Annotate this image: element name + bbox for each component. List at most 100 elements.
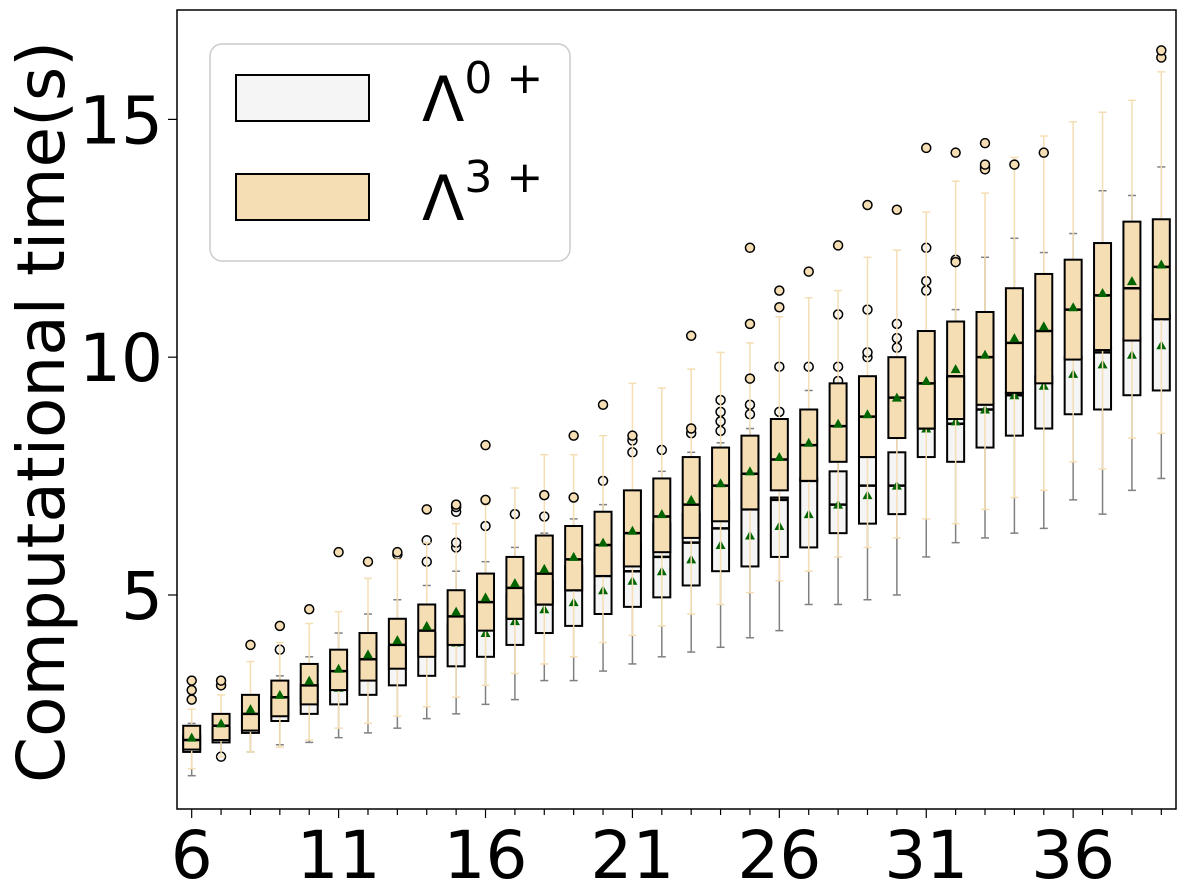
outlier-point xyxy=(744,242,756,254)
outlier-point xyxy=(774,301,785,313)
legend-swatch-lambda3 xyxy=(235,173,370,221)
mean-marker xyxy=(1097,287,1108,297)
mean-marker xyxy=(686,494,697,504)
box-lambda3-12 xyxy=(358,556,378,725)
legend: Λ0 + Λ3 + xyxy=(209,43,571,262)
box-lambda3-19 xyxy=(564,430,584,658)
outlier-point xyxy=(921,142,932,154)
mean-marker xyxy=(304,675,315,685)
box-lambda3-34 xyxy=(1004,156,1024,499)
legend-swatch-lambda0 xyxy=(235,74,370,122)
y-tick-label: 10 xyxy=(79,320,163,397)
x-tick-label: 26 xyxy=(737,817,821,894)
outlier-point xyxy=(245,639,256,651)
outlier-point xyxy=(862,199,873,211)
box-lambda3-35 xyxy=(1034,135,1054,492)
box-lambda3-28 xyxy=(828,240,848,558)
box-lambda3-14 xyxy=(417,504,437,708)
outlier-point xyxy=(1009,159,1020,170)
outlier-point xyxy=(1156,45,1167,56)
box-lambda3-29 xyxy=(857,199,877,549)
box-lambda3-8 xyxy=(240,639,260,753)
outlier-point xyxy=(891,204,903,215)
box-lambda3-9 xyxy=(270,620,290,748)
y-tick-label: 15 xyxy=(79,82,163,159)
x-tick-label: 21 xyxy=(590,817,674,894)
box-lambda3-7 xyxy=(211,675,231,758)
axes: 6 11 16 21 26 31 36 5 10 15 xyxy=(79,82,1162,894)
box-lambda3-21 xyxy=(622,382,642,637)
outlier-point xyxy=(333,546,344,558)
mean-marker xyxy=(862,409,873,419)
box-iqr xyxy=(1151,218,1171,321)
legend-label-lambda3-sup: 3 + xyxy=(464,152,543,203)
mean-marker xyxy=(451,606,462,616)
series-lambda3 xyxy=(182,45,1171,770)
outlier-point xyxy=(274,620,286,632)
mean-marker xyxy=(1068,302,1079,312)
mean-marker xyxy=(509,578,520,588)
outlier-point xyxy=(186,684,197,696)
plot-area xyxy=(182,45,1171,777)
mean-marker xyxy=(1156,259,1167,269)
mean-marker xyxy=(274,689,285,699)
mean-marker xyxy=(715,478,726,488)
box-lambda3-17 xyxy=(505,487,525,675)
outlier-point xyxy=(480,494,491,506)
box-lambda3-16 xyxy=(476,439,496,687)
outlier-point xyxy=(803,266,814,277)
mean-marker xyxy=(774,452,785,462)
outlier-point xyxy=(421,504,432,515)
box-lambda3-33 xyxy=(975,137,995,511)
box-lambda3-23 xyxy=(681,330,701,615)
box-lambda3-11 xyxy=(329,546,349,729)
outlier-point xyxy=(685,423,697,434)
mean-marker xyxy=(891,392,902,402)
box-lambda3-32 xyxy=(946,147,966,525)
outlier-point xyxy=(979,137,991,149)
box-lambda3-30 xyxy=(887,204,907,539)
outlier-point xyxy=(597,399,609,410)
outlier-point xyxy=(744,373,756,384)
outlier-point xyxy=(950,256,961,268)
outlier-point xyxy=(568,430,579,441)
mean-marker xyxy=(539,563,550,573)
x-tick-label: 6 xyxy=(171,817,213,894)
outlier-point xyxy=(392,546,403,558)
outlier-point xyxy=(186,675,197,686)
mean-marker xyxy=(1038,321,1049,331)
mean-marker xyxy=(362,649,373,659)
box-lambda3-13 xyxy=(387,546,407,718)
y-axis-title: Computational time(s) xyxy=(3,41,80,783)
outlier-point xyxy=(627,430,638,441)
box-lambda3-25 xyxy=(740,242,760,594)
mean-marker xyxy=(598,537,609,547)
legend-label-lambda3: Λ3 + xyxy=(422,152,543,235)
box-lambda3-20 xyxy=(593,399,613,644)
mean-marker xyxy=(392,635,403,645)
mean-marker xyxy=(744,466,755,476)
outlier-point xyxy=(186,694,197,705)
x-tick-label: 16 xyxy=(444,817,528,894)
plot-frame xyxy=(176,9,1177,810)
mean-marker xyxy=(568,551,579,561)
legend-label-lambda0-sup: 0 + xyxy=(464,53,543,104)
x-tick-label: 36 xyxy=(1031,817,1115,894)
box-lambda3-18 xyxy=(534,453,554,665)
outlier-point xyxy=(685,330,697,342)
legend-label-lambda0: Λ0 + xyxy=(422,53,543,136)
mean-marker xyxy=(333,663,344,673)
outlier-point xyxy=(832,240,844,251)
outlier-point xyxy=(362,556,374,567)
outlier-point xyxy=(450,499,462,510)
x-tick-label: 31 xyxy=(884,817,968,894)
mean-marker xyxy=(216,718,227,728)
legend-label-lambda0-base: Λ xyxy=(422,63,464,136)
outlier-point xyxy=(215,675,227,686)
box-lambda3-6 xyxy=(182,675,202,770)
box-lambda3-39 xyxy=(1151,45,1171,435)
mean-marker xyxy=(803,437,814,447)
outlier-point xyxy=(480,439,491,451)
